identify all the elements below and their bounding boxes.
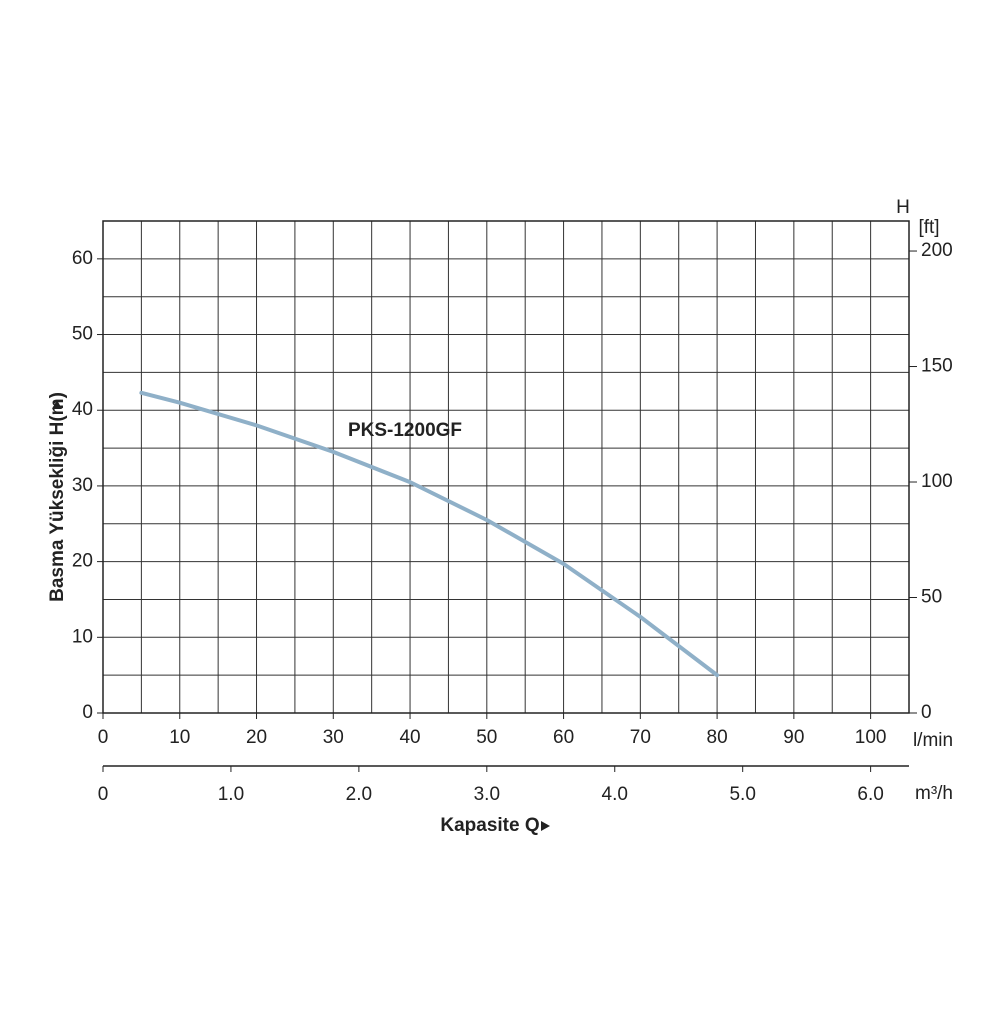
y-tick-label: 0 xyxy=(82,702,93,723)
y-tick-label: 10 xyxy=(72,626,93,647)
x-axis-title: Kapasite Q xyxy=(440,815,539,836)
y-tick-label: 50 xyxy=(72,324,93,345)
x-axis-unit: l/min xyxy=(913,730,953,751)
x-tick-label: 50 xyxy=(476,727,497,748)
arrow xyxy=(52,400,62,409)
y-tick-label: 30 xyxy=(72,475,93,496)
y2-tick-label: 150 xyxy=(921,356,953,377)
x2-tick-label: 0 xyxy=(98,784,109,805)
x2-tick-label: 3.0 xyxy=(474,784,500,805)
x-tick-label: 80 xyxy=(707,727,728,748)
x2-tick-label: 1.0 xyxy=(218,784,244,805)
x-tick-label: 100 xyxy=(855,727,887,748)
x-tick-label: 20 xyxy=(246,727,267,748)
y-tick-label: 20 xyxy=(72,551,93,572)
plot-frame xyxy=(102,220,910,714)
y-axis-title: Basma Yüksekliği H(m) xyxy=(47,392,68,602)
y-tick-label: 60 xyxy=(72,248,93,269)
x2-tick-label: 4.0 xyxy=(602,784,628,805)
y2-tick-label: 100 xyxy=(921,471,953,492)
y2-axis-unit: [ft] xyxy=(918,217,939,238)
x2-tick-label: 5.0 xyxy=(729,784,755,805)
x2-axis-unit: m³/h xyxy=(915,783,953,804)
x-tick-label: 30 xyxy=(323,727,344,748)
y2-tick-label: 50 xyxy=(921,587,942,608)
data-line xyxy=(139,390,720,678)
y2-tick-label: 0 xyxy=(921,702,932,723)
x-tick-label: 60 xyxy=(553,727,574,748)
x-tick-label: 10 xyxy=(169,727,190,748)
arrow xyxy=(541,821,550,831)
x-tick-label: 70 xyxy=(630,727,651,748)
x2-tick-label: 2.0 xyxy=(346,784,372,805)
y2-tick-label: 200 xyxy=(921,240,953,261)
x-tick-label: 40 xyxy=(399,727,420,748)
series-label: PKS-1200GF xyxy=(348,420,462,441)
x2-tick-label: 6.0 xyxy=(857,784,883,805)
x-tick-label: 0 xyxy=(98,727,109,748)
y-tick-label: 40 xyxy=(72,399,93,420)
x-tick-label: 90 xyxy=(783,727,804,748)
y2-axis-title: H xyxy=(896,197,910,218)
